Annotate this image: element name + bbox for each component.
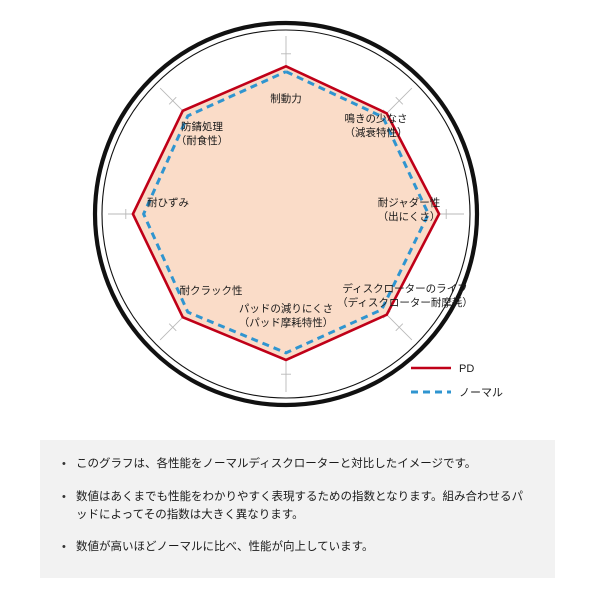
series-pd-area (132, 66, 440, 360)
axis-label-rotor-life: ディスクローターのライフ （ディスクローター耐摩耗） (337, 282, 473, 309)
series-pd-line (131, 64, 441, 362)
rotor-ring-gap (98, 26, 474, 402)
axis-label-low-squeal-line2: （減衰特性） (345, 126, 408, 139)
legend-label-pd: PD (459, 363, 474, 375)
radar-chart-svg: 制動力 鳴きの少なさ （減衰特性） 耐ジャダー性 （出にくさ） ディスクローター… (92, 20, 503, 408)
series-normal-line (142, 70, 430, 355)
axis-label-crack-resistance: 耐クラック性 (180, 284, 243, 297)
axis-label-judder-resistance-line1: 耐ジャダー性 (378, 196, 440, 209)
axis-label-pad-wear: パッドの減りにくさ （パッド摩耗特性） (239, 302, 334, 329)
legend-entry-pd: PD (411, 363, 474, 375)
axis-label-braking-force-line1: 制動力 (270, 92, 302, 105)
axis-label-rust-prevention: 防錆処理 （耐食性） (176, 120, 229, 147)
notes-panel: • このグラフは、各性能をノーマルディスクローターと対比したイメージです。 • … (40, 440, 555, 578)
radar-chart-region: 制動力 鳴きの少なさ （減衰特性） 耐ジャダー性 （出にくさ） ディスクローター… (92, 20, 503, 408)
axis-label-rust-prevention-line1: 防錆処理 (181, 120, 223, 133)
axis-label-low-squeal: 鳴きの少なさ （減衰特性） (345, 112, 408, 139)
axis-label-distortion-resistance-line1: 耐ひずみ (147, 196, 189, 209)
note-item: • 数値が高いほどノーマルに比べ、性能が向上しています。 (62, 539, 533, 557)
axis-label-distortion-resistance: 耐ひずみ (147, 196, 189, 209)
bullet-icon: • (62, 541, 66, 554)
axis-label-pad-wear-line2: （パッド摩耗特性） (239, 316, 334, 329)
note-text: このグラフは、各性能をノーマルディスクローターと対比したイメージです。 (76, 458, 477, 470)
rotor-outline-group (92, 20, 480, 408)
axis-label-braking-force: 制動力 (270, 92, 302, 105)
chart-legend: PD ノーマル (411, 363, 503, 399)
axis-label-rust-prevention-line2: （耐食性） (176, 134, 229, 147)
axis-label-judder-resistance: 耐ジャダー性 （出にくさ） (378, 196, 441, 223)
legend-entry-normal: ノーマル (411, 387, 503, 399)
axis-label-pad-wear-line1: パッドの減りにくさ (239, 302, 333, 315)
axis-label-rotor-life-line1: ディスクローターのライフ (342, 282, 467, 295)
bullet-icon: • (62, 490, 66, 503)
axis-label-crack-resistance-line1: 耐クラック性 (180, 284, 243, 297)
note-item: • 数値はあくまでも性能をわかりやすく表現するための指数となります。組み合わせる… (62, 489, 533, 525)
note-text: 数値が高いほどノーマルに比べ、性能が向上しています。 (76, 541, 374, 554)
axis-label-judder-resistance-line2: （出にくさ） (378, 210, 441, 223)
note-item: • このグラフは、各性能をノーマルディスクローターと対比したイメージです。 (62, 456, 533, 474)
bullet-icon: • (62, 458, 66, 470)
rotor-outer-ring-icon (92, 20, 480, 408)
axis-label-rotor-life-line2: （ディスクローター耐摩耗） (337, 296, 473, 309)
rotor-inner-ring-icon (101, 29, 471, 399)
axis-label-low-squeal-line1: 鳴きの少なさ (345, 112, 408, 125)
legend-label-normal: ノーマル (459, 387, 503, 399)
note-text: 数値はあくまでも性能をわかりやすく表現するための指数となります。組み合わせるパッ… (76, 490, 524, 521)
